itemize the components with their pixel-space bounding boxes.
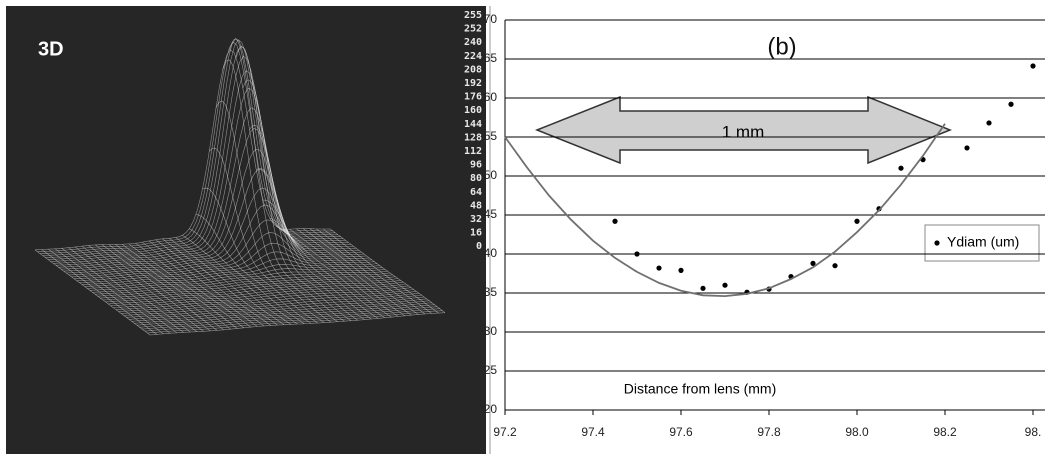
- data-point: [634, 251, 639, 256]
- figure: 3D 2552522402242081921761601441281129680…: [0, 0, 1052, 460]
- colorbar-label: 240: [464, 37, 482, 48]
- x-tick-label: 98.: [1025, 425, 1042, 439]
- colorbar-label: 144: [464, 119, 482, 130]
- colorbar-label: 64: [470, 187, 482, 198]
- data-point: [700, 286, 705, 291]
- data-point: [898, 166, 903, 171]
- data-point: [678, 268, 683, 273]
- y-tick-label: 25: [484, 363, 498, 377]
- colorbar-label: 160: [464, 105, 482, 116]
- data-point: [722, 283, 727, 288]
- colorbar-label: 255: [464, 10, 482, 21]
- y-tick-label: 55: [484, 129, 498, 143]
- colorbar-label: 128: [464, 132, 482, 143]
- y-tick-label: 30: [484, 324, 498, 338]
- data-point: [986, 120, 991, 125]
- x-tick-label: 97.4: [581, 425, 605, 439]
- colorbar-label: 48: [470, 200, 482, 211]
- y-tick-label: 35: [484, 285, 498, 299]
- annotation: 1 mm: [722, 122, 765, 141]
- y-tick-label: 40: [484, 246, 498, 260]
- colorbar-label: 224: [464, 51, 482, 62]
- x-tick-label: 98.0: [845, 425, 869, 439]
- data-point: [612, 219, 617, 224]
- title: (b): [767, 33, 796, 60]
- colorbar-label: 96: [470, 160, 482, 171]
- x-tick-label: 97.2: [493, 425, 517, 439]
- data-point: [1008, 102, 1013, 107]
- y-tick-label: 20: [484, 402, 498, 416]
- legend-label: Ydiam (um): [947, 234, 1019, 250]
- colorbar-label: 176: [464, 92, 482, 103]
- legend-marker: [934, 240, 939, 245]
- panel-title: 3D: [38, 38, 64, 60]
- data-point: [656, 265, 661, 270]
- y-tick-label: 60: [484, 90, 498, 104]
- colorbar-label: 0: [476, 241, 482, 252]
- y-tick-label: 45: [484, 207, 498, 221]
- data-point: [832, 263, 837, 268]
- data-point: [964, 145, 969, 150]
- colorbar-label: 192: [464, 78, 482, 89]
- y-tick-label: 50: [484, 168, 498, 182]
- y-tick-label: 70: [484, 12, 498, 26]
- y-tick-label: 65: [484, 51, 498, 65]
- colorbar-label: 112: [464, 146, 482, 157]
- x-tick-label: 97.8: [757, 425, 781, 439]
- surface-panel: [6, 6, 486, 454]
- x-axis-label: Distance from lens (mm): [624, 381, 776, 397]
- data-point: [854, 219, 859, 224]
- colorbar-label: 252: [464, 24, 482, 35]
- x-tick-label: 98.2: [933, 425, 957, 439]
- colorbar-label: 32: [470, 214, 482, 225]
- colorbar-label: 80: [470, 173, 482, 184]
- colorbar-label: 208: [464, 64, 482, 75]
- colorbar-label: 16: [470, 228, 482, 239]
- data-point: [1030, 63, 1035, 68]
- x-tick-label: 97.6: [669, 425, 693, 439]
